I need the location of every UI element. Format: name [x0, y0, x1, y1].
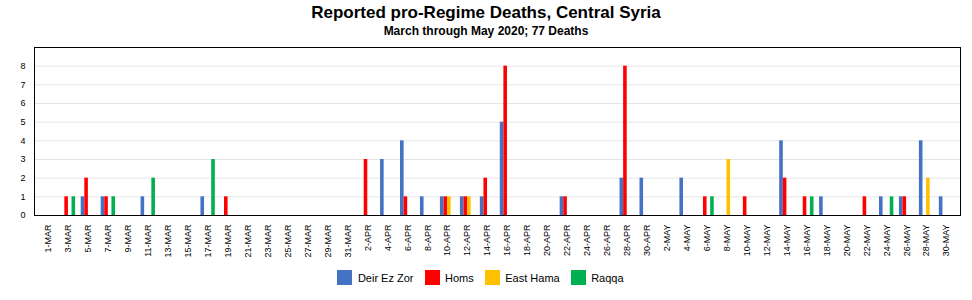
svg-text:27-MAR: 27-MAR: [303, 224, 313, 258]
svg-text:23-MAR: 23-MAR: [263, 224, 273, 258]
svg-text:0: 0: [20, 210, 25, 220]
svg-text:20-MAY: 20-MAY: [842, 225, 852, 257]
svg-text:18-MAY: 18-MAY: [822, 225, 832, 257]
svg-text:30-MAY: 30-MAY: [941, 225, 951, 257]
html-text:March through May 2020; 77 Dea: March through May 2020; 77 Deaths: [383, 24, 589, 38]
svg-text:4-MAY: 4-MAY: [682, 225, 692, 252]
svg-text:8: 8: [20, 61, 25, 71]
svg-text:22-APR: 22-APR: [562, 224, 572, 256]
svg-text:5: 5: [20, 117, 25, 127]
svg-text:12-MAY: 12-MAY: [762, 225, 772, 257]
svg-text:8-MAY: 8-MAY: [722, 225, 732, 252]
svg-text:17-MAR: 17-MAR: [203, 224, 213, 258]
svg-text:4-APR: 4-APR: [383, 224, 393, 251]
svg-text:14-MAY: 14-MAY: [782, 225, 792, 257]
svg-text:7: 7: [20, 80, 25, 90]
svg-text:26-MAY: 26-MAY: [901, 225, 911, 257]
html-text:East Hama: East Hama: [505, 271, 560, 284]
html-text:Homs: Homs: [445, 271, 474, 284]
svg-text:25-MAR: 25-MAR: [283, 224, 293, 258]
svg-text:2: 2: [20, 173, 25, 183]
svg-text:1-MAR: 1-MAR: [43, 224, 53, 253]
svg-text:3: 3: [20, 154, 25, 164]
svg-text:31-MAR: 31-MAR: [343, 224, 353, 258]
svg-text:21-MAR: 21-MAR: [243, 224, 253, 258]
svg-text:2-MAY: 2-MAY: [662, 225, 672, 252]
svg-text:28-APR: 28-APR: [622, 224, 632, 256]
html-text:Raqqa: Raqqa: [591, 271, 624, 284]
svg-text:4: 4: [20, 136, 25, 146]
svg-text:7-MAR: 7-MAR: [103, 224, 113, 253]
html-text:Reported pro-Regime Deaths, Ce: Reported pro-Regime Deaths, Central Syri…: [311, 3, 661, 22]
svg-text:5-MAR: 5-MAR: [83, 224, 93, 253]
svg-text:15-MAR: 15-MAR: [183, 224, 193, 258]
svg-text:22-MAY: 22-MAY: [862, 225, 872, 257]
svg-text:18-APR: 18-APR: [522, 224, 532, 256]
svg-text:1: 1: [20, 192, 25, 202]
svg-text:2-APR: 2-APR: [363, 224, 373, 251]
svg-text:3-MAR: 3-MAR: [63, 224, 73, 253]
svg-text:30-APR: 30-APR: [642, 224, 652, 256]
svg-text:28-MAY: 28-MAY: [921, 225, 931, 257]
svg-text:19-MAR: 19-MAR: [223, 224, 233, 258]
svg-text:8-APR: 8-APR: [423, 224, 433, 251]
svg-text:6: 6: [20, 98, 25, 108]
svg-text:10-MAY: 10-MAY: [742, 225, 752, 257]
svg-text:11-MAR: 11-MAR: [143, 224, 153, 257]
html-text:Deir Ez Zor: Deir Ez Zor: [357, 271, 414, 284]
svg-text:20-APR: 20-APR: [542, 224, 552, 256]
svg-text:14-APR: 14-APR: [482, 224, 492, 256]
svg-text:13-MAR: 13-MAR: [163, 224, 173, 258]
svg-text:16-MAY: 16-MAY: [802, 225, 812, 257]
svg-text:24-MAY: 24-MAY: [882, 225, 892, 257]
svg-text:6-APR: 6-APR: [403, 224, 413, 251]
svg-text:29-MAR: 29-MAR: [323, 224, 333, 258]
svg-text:24-APR: 24-APR: [582, 224, 592, 256]
svg-text:6-MAY: 6-MAY: [702, 225, 712, 252]
svg-text:10-APR: 10-APR: [442, 224, 452, 256]
svg-text:16-APR: 16-APR: [502, 224, 512, 256]
svg-text:26-APR: 26-APR: [602, 224, 612, 256]
svg-text:9-MAR: 9-MAR: [123, 224, 133, 253]
svg-text:12-APR: 12-APR: [462, 224, 472, 256]
